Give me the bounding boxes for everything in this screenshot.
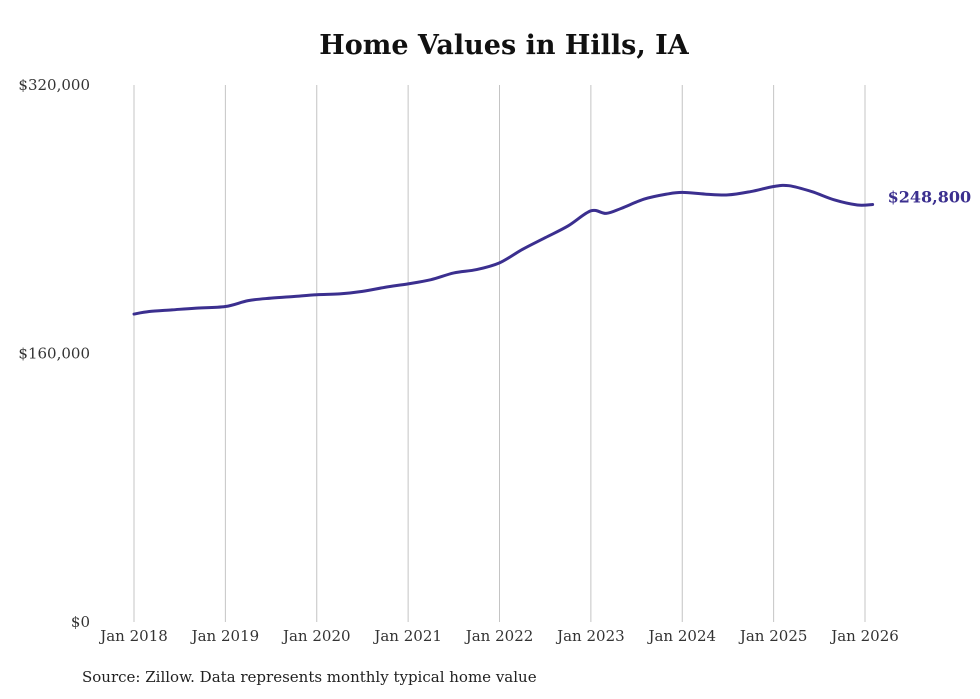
y-tick-label: $320,000 <box>18 76 90 94</box>
gridlines <box>133 85 866 622</box>
series-line <box>132 183 875 316</box>
x-tick-label: Jan 2019 <box>190 627 260 645</box>
x-tick-label: Jan 2018 <box>98 627 168 645</box>
x-tick-label: Jan 2024 <box>646 627 716 645</box>
x-tick-label: Jan 2021 <box>372 627 442 645</box>
y-axis-ticks: $0 $160,000 $320,000 <box>18 76 90 631</box>
x-tick-label: Jan 2022 <box>464 627 534 645</box>
y-tick-label: $0 <box>71 613 90 631</box>
y-tick-label: $160,000 <box>18 345 90 363</box>
x-axis-ticks: Jan 2018 Jan 2019 Jan 2020 Jan 2021 Jan 2022… <box>98 627 899 645</box>
x-tick-label: Jan 2026 <box>829 627 899 645</box>
source-note: Source: Zillow. Data represents monthly … <box>82 668 537 686</box>
end-value-label: $248,800 <box>888 187 972 206</box>
chart-title: Home Values in Hills, IA <box>319 30 689 61</box>
x-tick-label: Jan 2020 <box>281 627 351 645</box>
x-tick-label: Jan 2023 <box>555 627 625 645</box>
x-tick-label: Jan 2025 <box>738 627 808 645</box>
